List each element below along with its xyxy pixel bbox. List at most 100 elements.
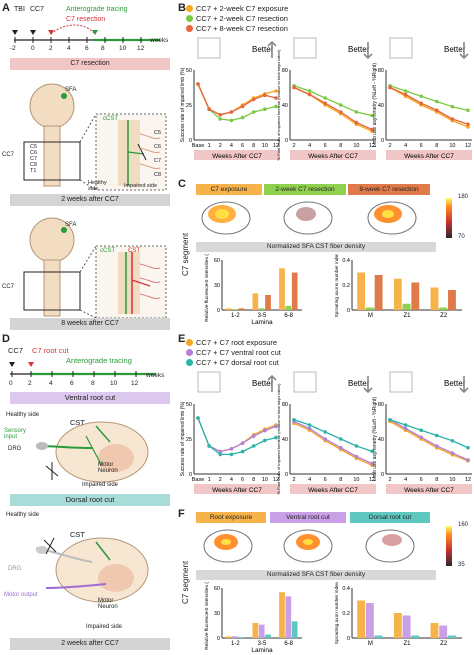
impaired-side-d2: Impaired side [86,624,123,630]
density-maps-c [201,198,452,238]
timeline-d-ticks: 0 2 4 6 8 10 12 weeks [6,372,170,390]
chart-c-bar-ytick-0-1: 30 [214,283,220,289]
anatomy-d1 [35,421,149,483]
legend-e-2-label: CC7 + C7 dorsal root cut [196,358,279,367]
chart-c-bar-1-0-2 [374,275,383,310]
cond-c-0: C7 exposure [196,184,262,195]
chart-b-point-0-2-2 [218,113,223,117]
chart-b-xtick-0-5: 8 [252,143,255,149]
chart-b-point-2-1-3 [435,99,439,104]
chart-e-line-1-1 [293,420,373,465]
chart-b-point-0-2-4 [240,104,245,109]
chart-b-point-1-2-2 [323,101,327,106]
legend-b-0: CC7 + 2-week C7 exposure [186,4,288,13]
chart-b-point-1-1-3 [339,103,343,107]
chart-e-point-0-1-3 [229,447,234,451]
chart-e-weeks-box-2 [386,484,472,494]
chart-b-weeks-box-2 [386,150,472,160]
density-map-f-2 [365,529,415,563]
chart-b-point-2-2-0 [388,85,392,90]
legend-e-0-label: CC7 + C7 root exposure [196,338,278,347]
segment-label-f: C7 segment [181,560,190,604]
chart-f-bar-0-1-0 [252,623,259,638]
chart-f-bar-cat-1-0: M [368,641,373,647]
motor-neuron-d2: Motor Neuron [98,598,118,610]
chart-c-bars-0: 0 30 60 1-2 3-5 6-8 Relative fluorescent inten… [204,254,302,326]
density-map-c-2 [367,201,417,235]
cc7-label-a: CC7 [30,6,45,13]
anatomy-a1 [23,83,167,191]
chart-e-point-1-2-4 [354,444,359,448]
cst-label-d2: CST [70,530,85,539]
chart-c-bar-ytick-0-0: 0 [217,308,220,314]
chart-b-line-1-2 [293,86,373,131]
legend-b-2-swatch [186,25,193,32]
chart-b-better-2: Better [444,45,466,54]
drg-label-d1: DRG [8,446,22,452]
chart-e-point-2-2-0 [388,417,392,422]
chart-b-point-1-1-5 [370,113,374,118]
legend-e-0-swatch [186,339,193,346]
chart-c-bar-0-1-0 [252,293,259,310]
chart-b-point-2-0-5 [466,125,470,129]
chart-e-better-0: Better [252,379,274,388]
chart-f-bar-1-1-2 [411,635,420,638]
chart-e-ytick-1-1: 40 [282,437,288,443]
chart-e-point-0-2-5 [251,444,256,448]
chart-e-ytick-2-0: 0 [381,472,384,478]
chart-c-bar-ylabel-0: Relative fluorescent intensities (%) [204,254,210,322]
chart-f-bar-0-1-2 [265,634,271,638]
legend-b-1-swatch [186,15,193,22]
chart-c-bar-ytick-1-1: 0.2 [342,283,350,289]
chart-e-xtick-1-2: 6 [324,477,327,483]
chart-b-point-1-1-1 [307,89,312,93]
legend-e-1-swatch [186,349,193,356]
chart-e-xtick-2-2: 6 [420,477,423,483]
chart-f-bar-ytick-0-2: 60 [214,586,220,592]
chart-b-point-2-2-4 [450,117,455,121]
density-map-f-0 [203,529,253,563]
chart-c-bar-cat-0-2: 6-8 [284,313,293,319]
chart-e-weeks-box-0 [194,484,280,494]
chart-e-point-0-1-5 [251,434,256,438]
chart-e-line-0-2 [197,417,277,456]
resection-label-a: C7 resection [66,16,106,23]
chart-e-arrow-2 [459,376,469,394]
cond-f-0: Root exposure [196,512,266,523]
impaired-side-d1: Impaired side [82,482,119,488]
chart-b-point-2-1-2 [419,94,423,99]
chart-f-bar-0-0-0 [225,636,232,638]
chart-b-line-1-1 [293,85,373,117]
seg-r-c7: C7 [154,158,162,164]
chart-b-point-0-2-3 [229,110,234,114]
chart-f-bar-cat-1-1: Z1 [403,641,411,647]
chart-e-arrow-0 [267,374,277,392]
cond-c-1: 2-week C7 resection [264,184,346,195]
chart-e-xtick-0-0: Base [192,477,205,483]
seg-r-c5: C5 [154,130,162,136]
chart-b-icon-0 [197,37,221,59]
chart-b-xtick-1-1: 4 [308,143,311,149]
chart-e-weeks-label-2: Weeks After CC7 [404,487,454,494]
tick-a-1: 0 [31,45,35,52]
chart-b-point-1-2-5 [370,127,374,132]
colorbar-f [446,526,452,566]
chart-f-bar-1-0-1 [365,603,374,638]
chart-e-ytick-0-0: 0 [189,472,192,478]
chart-e-point-2-1-5 [466,458,470,462]
chart-c-bar-cat-0-1: 3-5 [258,313,267,319]
density-label-f: Normalized SFA CST fiber density [196,570,436,580]
panel-label-d: D [2,333,10,345]
chart-b-point-2-1-5 [466,108,470,113]
chart-c-bars-1: 0 0.2 0.4 M Z1 Z2 Sprouting axons number index [334,254,462,319]
chart-c-bar-0-0-2 [238,308,245,310]
chart-b-better-1: Better [348,45,370,54]
chart-b-point-1-2-4 [354,120,359,125]
chart-b-ytick-2-2: 80 [378,68,384,74]
tick-a-0: -2 [10,45,16,52]
chart-b-point-2-2-2 [419,101,423,106]
legend-b-0-label: CC7 + 2-week C7 exposure [196,4,289,13]
chart-e-xtick-1-5: 12 [369,477,375,483]
tick-d-0: 0 [9,380,13,387]
